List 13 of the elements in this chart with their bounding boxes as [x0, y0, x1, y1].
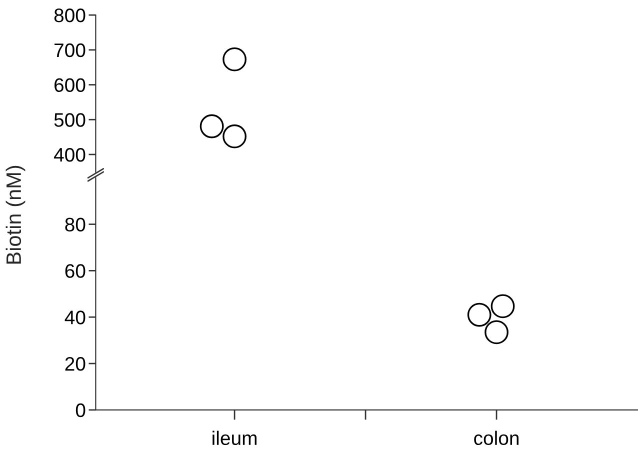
- y-tick-label: 80: [65, 218, 86, 232]
- y-tick-label: 0: [76, 403, 86, 418]
- y-tick-label: 800: [54, 8, 86, 22]
- y-tick-label: 400: [54, 148, 86, 162]
- y-tick-label: 500: [54, 113, 86, 127]
- y-tick-label: 20: [65, 356, 86, 371]
- x-tick-label: ileum: [212, 430, 256, 446]
- y-tick-label: 40: [64, 310, 86, 324]
- x-tick-label: colon: [474, 430, 519, 446]
- y-tick-label: 700: [54, 43, 86, 58]
- y-axis-title: Biotin (nM): [6, 166, 26, 264]
- y-tick-label: 600: [54, 78, 86, 92]
- y-tick-label: 60: [65, 264, 86, 278]
